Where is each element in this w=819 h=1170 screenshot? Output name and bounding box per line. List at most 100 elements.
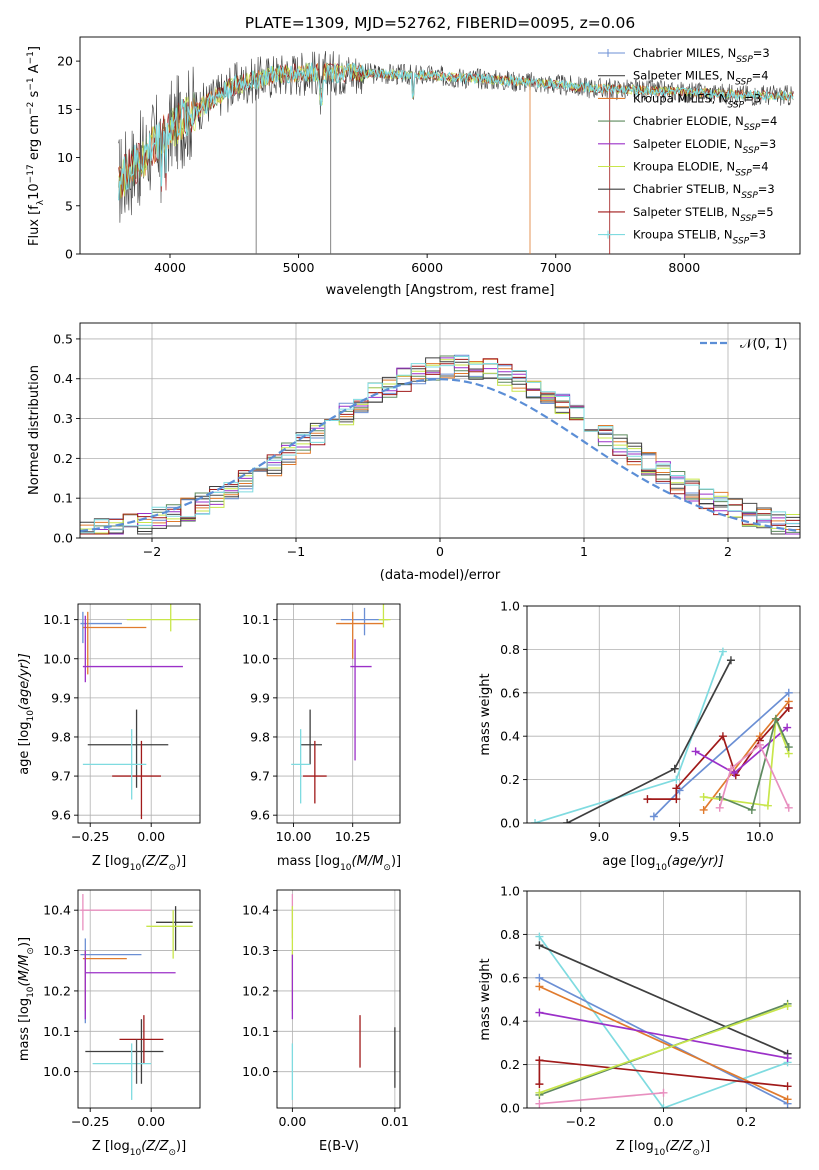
mass-weight-z-series: [539, 1091, 664, 1105]
age-vs-mass-ytick-label: 9.6: [250, 808, 270, 823]
mass-vs-z-ytick-label: 10.2: [43, 983, 71, 998]
hist-ytick-label: 0.1: [53, 491, 73, 506]
mass-weight-age-xtick-label: 9.5: [670, 829, 690, 844]
mass-vs-ebv-ytick-label: 10.0: [242, 1064, 270, 1079]
spectrum-ytick-label: 15: [57, 102, 73, 117]
mass-vs-z-ytick-label: 10.3: [43, 943, 71, 958]
age-vs-z-frame: [77, 603, 201, 824]
mass-weight-age-marker: [670, 764, 679, 773]
age-vs-mass-frame: [276, 603, 401, 824]
mass-vs-ebv-xtick-label: 0.01: [381, 1114, 409, 1129]
mass-weight-age-marker: [771, 714, 780, 723]
mass-vs-z-points: [80, 894, 193, 1100]
age-vs-mass-ytick-label: 10.0: [242, 651, 270, 666]
mass-weight-age-marker: [784, 743, 793, 752]
mass-vs-z-ytick-label: 10.1: [43, 1024, 71, 1039]
hist-ytick-label: 0.2: [53, 451, 73, 466]
spectrum-ylabel: Flux [fλ10−17 erg cm−2 s−1 A−1]: [26, 46, 46, 246]
age-vs-z-ytick-label: 9.7: [51, 769, 71, 784]
spectrum-xtick-label: 6000: [411, 260, 443, 275]
mass-vs-ebv-ytick-label: 10.2: [242, 983, 270, 998]
mass-weight-z-ytick-label: 1.0: [500, 884, 520, 899]
age-vs-mass-points: [291, 604, 391, 804]
age-vs-mass-xtick-label: 10.25: [335, 829, 371, 844]
mass-weight-z-series: [539, 1011, 788, 1059]
age-vs-mass-ytick-label: 10.1: [242, 612, 270, 627]
mass-weight-age-marker: [643, 795, 652, 804]
mass-weight-age-marker: [699, 792, 708, 801]
mass-weight-z-xtick-label: 0.0: [654, 1114, 674, 1129]
mass-vs-z-xlabel: Z [log10(Z/Z⊙)]: [92, 1139, 186, 1158]
age-vs-mass-ytick-label: 9.8: [250, 729, 270, 744]
mass-weight-age-marker: [726, 656, 735, 665]
mass-vs-z-ylabel: mass [log10(M/M⊙)]: [17, 937, 36, 1061]
mass-weight-age-series: [719, 716, 790, 812]
mass-weight-z-marker: [535, 1080, 544, 1089]
hist-xtick-label: −2: [143, 544, 161, 559]
spectrum-lines: [118, 50, 794, 254]
mass-weight-z-marker: [535, 982, 544, 991]
spectrum-xtick-label: 7000: [540, 260, 572, 275]
mass-weight-age-marker: [755, 740, 764, 749]
hist-ytick-label: 0.4: [53, 371, 73, 386]
mass-weight-z-frame: [526, 890, 801, 1109]
age-vs-mass-ytick-label: 9.7: [250, 769, 270, 784]
mass-weight-z-ytick-label: 0.2: [500, 1057, 520, 1072]
mass-weight-age-lines: [531, 647, 793, 823]
hist-xtick-label: −1: [287, 544, 305, 559]
mass-weight-z-marker: [659, 1088, 668, 1097]
mass-vs-ebv-xlabel: E(B-V): [319, 1139, 359, 1154]
age-vs-z-ylabel: age [log10(age/yr)]: [17, 653, 36, 775]
mass-vs-ebv-xtick-label: 0.00: [278, 1114, 306, 1129]
mass-weight-age-marker: [672, 795, 681, 804]
mass-weight-z-ytick-label: 0.6: [500, 970, 520, 985]
mass-weight-z-lines: [535, 932, 792, 1108]
mass-weight-age-marker: [649, 812, 658, 821]
hist-xlabel: (data-model)/error: [380, 568, 501, 583]
hist-series: [80, 356, 800, 534]
legend-entry: Salpeter MILES, NSSP=4: [633, 69, 769, 88]
mass-weight-z-marker: [535, 973, 544, 982]
hist-ytick-label: 0.5: [53, 331, 73, 346]
spectrum-xlabel: wavelength [Angstrom, rest frame]: [326, 283, 555, 298]
mass-vs-ebv-ytick-label: 10.1: [242, 1024, 270, 1039]
hist-series: [80, 357, 800, 535]
legend-entry: Kroupa STELIB, NSSP=3: [633, 228, 766, 247]
age-vs-z-xtick-label: 0.00: [137, 829, 165, 844]
mass-weight-z-series: [539, 985, 788, 1101]
hist-ylabel: Normed distribution: [27, 365, 42, 495]
mass-weight-age-marker: [718, 732, 727, 741]
mass-weight-z-marker: [535, 941, 544, 950]
mass-vs-ebv-frame: [276, 889, 401, 1109]
mass-weight-z-ytick-label: 0.4: [500, 1014, 520, 1029]
age-vs-z-ytick-label: 9.8: [51, 729, 71, 744]
hist-xtick-label: 0: [436, 544, 444, 559]
mass-weight-age-ytick-label: 0.6: [500, 685, 520, 700]
mass-weight-z-marker: [783, 1082, 792, 1091]
legend-entry: Chabrier STELIB, NSSP=3: [633, 182, 775, 201]
mass-weight-age-ytick-label: 0.2: [500, 772, 520, 787]
age-vs-z-ytick-label: 9.6: [51, 808, 71, 823]
mass-weight-age-ytick-label: 0.0: [500, 816, 520, 831]
spectrum-ytick-label: 20: [57, 54, 73, 69]
mass-weight-age-xlabel: age [log10(age/yr)]: [602, 854, 724, 873]
mass-vs-ebv-ytick-label: 10.3: [242, 943, 270, 958]
hist-steps: [80, 354, 800, 535]
plot-title: PLATE=1309, MJD=52762, FIBERID=0095, z=0…: [245, 14, 635, 32]
mass-weight-age-series: [718, 743, 790, 809]
mass-weight-z-series: [538, 936, 788, 1108]
mass-weight-age-ytick-label: 0.4: [500, 729, 520, 744]
mass-weight-z-ytick-label: 0.8: [500, 927, 520, 942]
age-vs-mass-xtick-label: 10.00: [276, 829, 312, 844]
mass-weight-age-series: [703, 718, 790, 807]
mass-weight-age-ylabel: mass weight: [478, 673, 493, 755]
spectrum-xtick-label: 5000: [283, 260, 315, 275]
mass-weight-z-marker: [535, 1099, 544, 1108]
mass-weight-age-frame: [526, 605, 801, 824]
mass-weight-age-marker: [747, 805, 756, 814]
mass-weight-age-series: [534, 651, 724, 823]
mass-weight-age-marker: [531, 819, 540, 823]
legend-entry: Kroupa MILES, NSSP=3: [633, 91, 761, 110]
mass-weight-age-marker: [691, 747, 700, 756]
legend-marker: [604, 230, 612, 239]
